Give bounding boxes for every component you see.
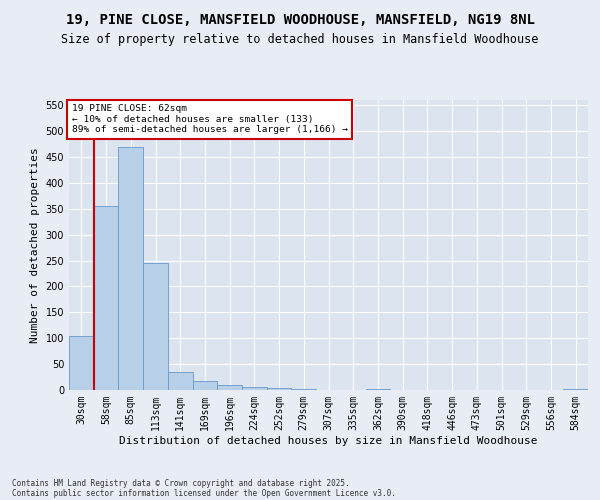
Y-axis label: Number of detached properties: Number of detached properties — [30, 147, 40, 343]
Text: Size of property relative to detached houses in Mansfield Woodhouse: Size of property relative to detached ho… — [61, 32, 539, 46]
X-axis label: Distribution of detached houses by size in Mansfield Woodhouse: Distribution of detached houses by size … — [119, 436, 538, 446]
Bar — [94, 206, 118, 390]
Text: Contains public sector information licensed under the Open Government Licence v3: Contains public sector information licen… — [12, 488, 396, 498]
Text: 19 PINE CLOSE: 62sqm
← 10% of detached houses are smaller (133)
89% of semi-deta: 19 PINE CLOSE: 62sqm ← 10% of detached h… — [71, 104, 347, 134]
Bar — [143, 263, 168, 390]
Bar — [118, 146, 143, 390]
Bar — [267, 388, 292, 390]
Bar — [168, 372, 193, 390]
Bar — [69, 336, 94, 390]
Bar — [242, 388, 267, 390]
Text: 19, PINE CLOSE, MANSFIELD WOODHOUSE, MANSFIELD, NG19 8NL: 19, PINE CLOSE, MANSFIELD WOODHOUSE, MAN… — [65, 12, 535, 26]
Text: Contains HM Land Registry data © Crown copyright and database right 2025.: Contains HM Land Registry data © Crown c… — [12, 478, 350, 488]
Bar — [193, 380, 217, 390]
Bar — [217, 385, 242, 390]
